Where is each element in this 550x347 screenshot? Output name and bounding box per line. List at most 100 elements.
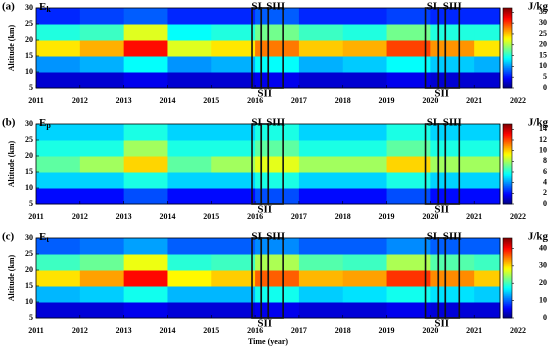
quantity-subscript: t [46, 235, 49, 244]
colorbar-step [503, 304, 512, 307]
heat-cell [386, 8, 431, 25]
heat-cell [386, 24, 431, 41]
colorbar-step [503, 168, 512, 171]
region-label: SI [427, 231, 437, 243]
heat-cell [386, 72, 431, 89]
region-label: SI [251, 1, 261, 13]
heat-cell [342, 124, 388, 141]
x-tick-label: 2019 [379, 96, 395, 105]
colorbar-step [503, 34, 512, 37]
region-label: SII [257, 204, 272, 216]
colorbar-step [503, 310, 512, 313]
heat-cell [36, 238, 81, 255]
colorbar-tick-label: 25 [539, 29, 547, 38]
heat-cell [211, 40, 256, 57]
colorbar-step [503, 170, 512, 173]
colorbar-tick-label: 5 [543, 72, 547, 81]
y-tick-label: 20 [25, 35, 33, 44]
heat-cell [79, 40, 125, 57]
heat-cell [386, 286, 431, 303]
y-tick-label: 25 [25, 249, 33, 258]
colorbar-step [503, 302, 512, 305]
heat-cell [342, 302, 388, 319]
x-tick-label: 2021 [466, 326, 482, 335]
y-tick-label: 10 [25, 297, 33, 306]
colorbar-step [503, 248, 512, 251]
colorbar-step [503, 172, 512, 175]
x-tick-label: 2011 [28, 96, 44, 105]
colorbar-step [503, 22, 512, 25]
colorbar-step [503, 20, 512, 23]
heat-cell [211, 254, 256, 271]
colorbar-step [503, 126, 512, 129]
x-tick-label: 2016 [247, 96, 263, 105]
heat-cell [167, 40, 212, 57]
heat-cell [167, 188, 212, 205]
x-tick-label: 2018 [335, 96, 351, 105]
heat-cell [342, 40, 388, 57]
heat-cell [386, 140, 431, 157]
quantity-label: Ep [39, 117, 51, 130]
colorbar-step [503, 178, 512, 181]
heat-cell [342, 156, 388, 173]
y-axis-label: Altitude (km) [7, 140, 16, 187]
heat-cell [430, 302, 475, 319]
colorbar-tick-label: 2 [543, 188, 547, 197]
x-tick-label: 2020 [422, 212, 438, 221]
colorbar-step [503, 42, 512, 45]
heat-cell [474, 270, 501, 287]
heat-cell [211, 8, 256, 25]
heat-cell [255, 140, 300, 157]
colorbar-tick-label: 14 [539, 124, 547, 133]
colorbar-step [503, 86, 512, 89]
colorbar-step [503, 266, 512, 269]
heat-cell [474, 156, 501, 173]
colorbar-step [503, 156, 512, 159]
heat-cell [167, 302, 212, 319]
x-tick-label: 2014 [159, 326, 175, 335]
heat-cell [430, 238, 475, 255]
heat-cell [211, 238, 256, 255]
heat-cell [386, 124, 431, 141]
heat-cell [79, 188, 125, 205]
heat-cell [342, 286, 388, 303]
colorbar-unit: J/kg [528, 1, 549, 13]
colorbar-tick-label: 35 [539, 7, 547, 16]
heat-cell [298, 56, 344, 73]
region-box [267, 7, 284, 89]
heat-cell [123, 302, 168, 319]
y-tick-label: 30 [25, 233, 33, 242]
heat-cell [167, 286, 212, 303]
heat-cell [79, 302, 125, 319]
panel-label: (a) [2, 1, 15, 13]
colorbar-step [503, 312, 512, 315]
heat-cell [255, 124, 300, 141]
heat-cell [342, 188, 388, 205]
heat-cell [474, 286, 501, 303]
colorbar-step [503, 260, 512, 263]
colorbar-step [503, 142, 512, 145]
heat-cell [386, 270, 431, 287]
colorbar-step [503, 128, 512, 131]
colorbar-step [503, 282, 512, 285]
heat-cell [123, 156, 168, 173]
heat-cell [474, 8, 501, 25]
colorbar-step [503, 74, 512, 77]
heat-cell [123, 140, 168, 157]
heat-cell [255, 302, 300, 319]
colorbar-step [503, 256, 512, 259]
heat-cell [342, 8, 388, 25]
colorbar-step [503, 314, 512, 317]
heat-cell [79, 8, 125, 25]
colorbar-tick-label: 10 [539, 145, 547, 154]
heat-cell [342, 140, 388, 157]
heat-cell [123, 254, 168, 271]
heat-cell [298, 72, 344, 89]
colorbar-step [503, 298, 512, 301]
colorbar-step [503, 286, 512, 289]
colorbar-step [503, 78, 512, 81]
region-label: SIII [443, 117, 462, 129]
colorbar-step [503, 24, 512, 27]
heat-cell [167, 8, 212, 25]
colorbar-step [503, 184, 512, 187]
